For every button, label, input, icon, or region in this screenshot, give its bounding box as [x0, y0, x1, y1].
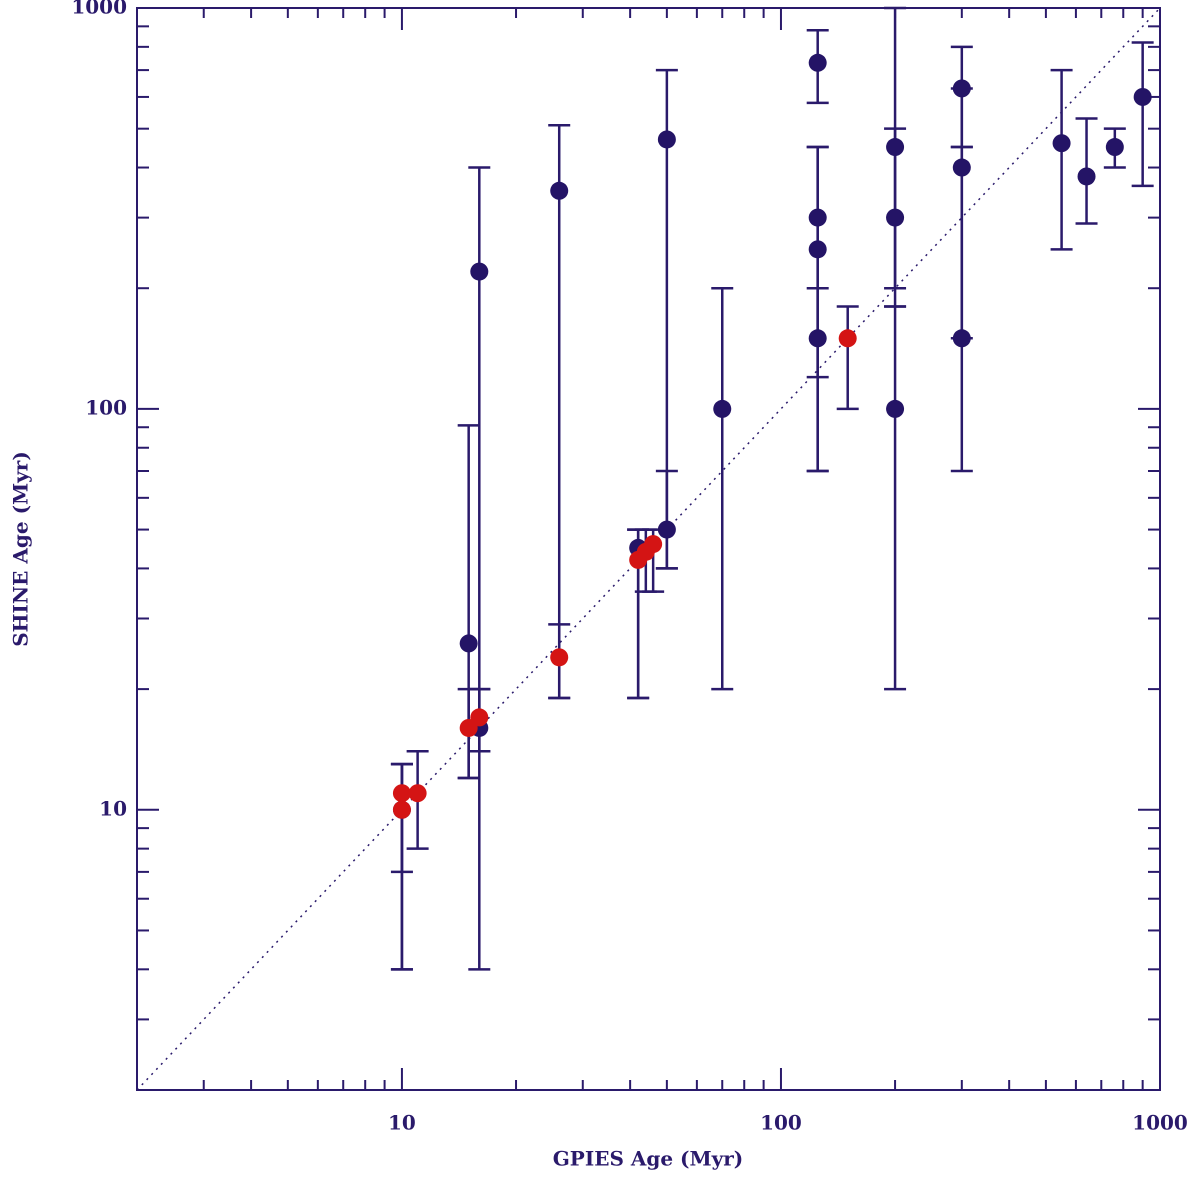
point: [952, 79, 971, 98]
point: [838, 329, 857, 348]
point: [644, 535, 663, 554]
point: [808, 329, 827, 348]
point: [550, 648, 569, 667]
point: [808, 208, 827, 227]
point: [657, 130, 676, 149]
x-axis-label: GPIES Age (Myr): [553, 1147, 744, 1171]
y-tick-label: 10: [99, 796, 127, 820]
point: [459, 634, 478, 653]
point: [1052, 134, 1071, 153]
point: [1105, 138, 1124, 157]
reference-line: [136, 7, 1161, 1091]
point: [952, 329, 971, 348]
plot-frame: [136, 7, 1161, 1091]
point: [886, 138, 905, 157]
point: [392, 784, 411, 803]
x-tick-label: 10: [388, 1111, 416, 1135]
y-tick-label: 1000: [71, 0, 127, 19]
point: [952, 158, 971, 177]
point: [470, 708, 489, 727]
point: [408, 784, 427, 803]
point: [808, 53, 827, 72]
point: [470, 262, 489, 281]
point: [713, 399, 732, 418]
point: [1077, 167, 1096, 186]
y-tick-label: 100: [85, 395, 127, 419]
x-tick-label: 100: [760, 1111, 802, 1135]
point: [808, 240, 827, 259]
point: [550, 181, 569, 200]
point: [392, 800, 411, 819]
point: [886, 208, 905, 227]
x-tick-label: 1000: [1132, 1111, 1188, 1135]
point: [657, 520, 676, 539]
point: [886, 399, 905, 418]
point: [1133, 87, 1152, 106]
y-axis-label: SHINE Age (Myr): [9, 451, 33, 647]
